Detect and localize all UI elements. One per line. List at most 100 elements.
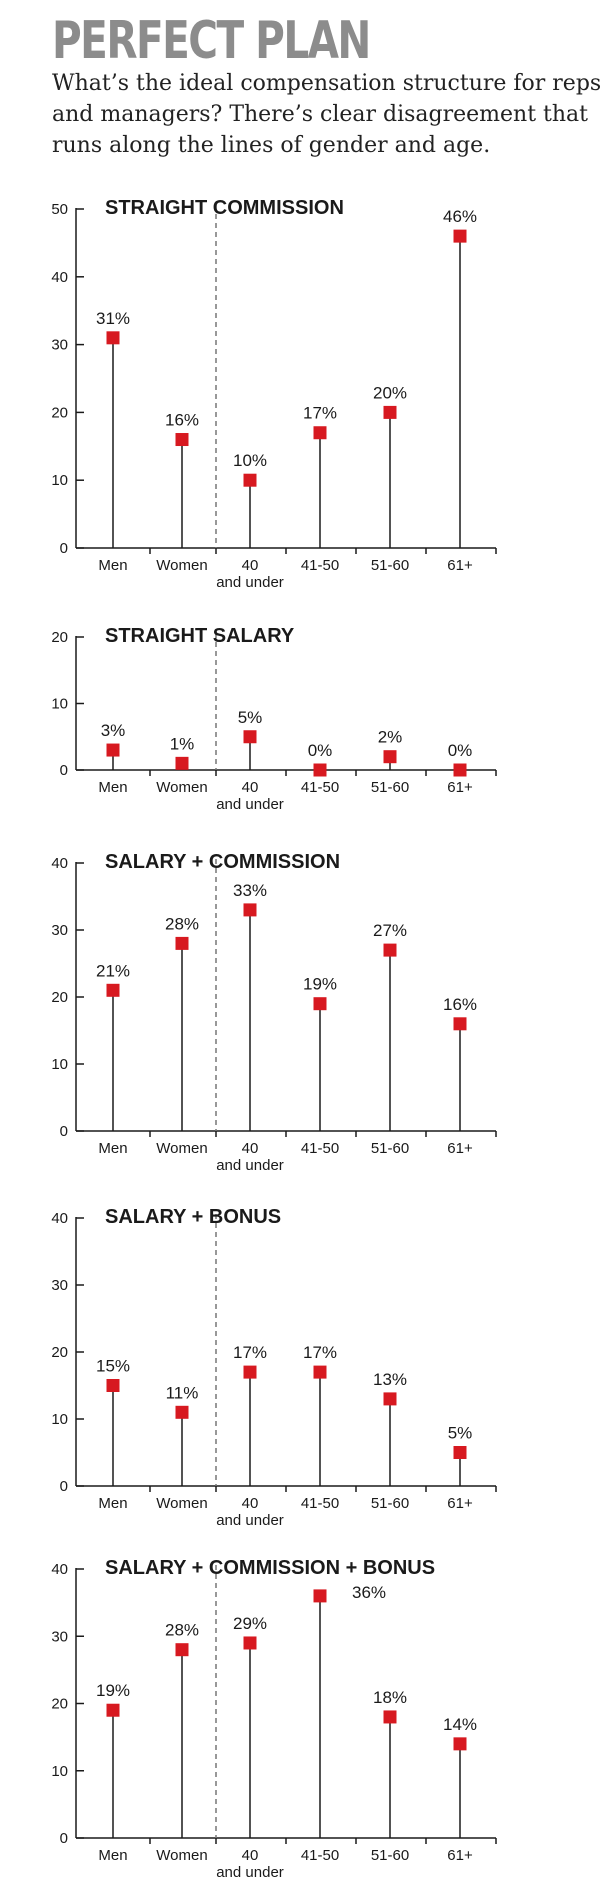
- y-tick-label: 30: [51, 922, 68, 939]
- y-tick-label: 0: [60, 1830, 68, 1847]
- y-tick-label: 10: [51, 696, 68, 713]
- data-label: 3%: [101, 721, 126, 740]
- category-label: 41-50: [301, 1495, 339, 1512]
- category-label: 51-60: [371, 779, 409, 796]
- data-marker: [243, 903, 257, 917]
- data-marker: [453, 1446, 467, 1459]
- chart-panel: 0 10 20 30 40 SALARY + COMMISSION Men Women 40 an…: [51, 851, 497, 1174]
- category-label: 40 and under: [216, 1495, 284, 1529]
- y-tick-label: 20: [51, 1696, 68, 1713]
- data-marker: [175, 756, 189, 770]
- data-marker: [453, 1017, 467, 1031]
- data-label: 28%: [165, 914, 199, 933]
- data-label: 21%: [96, 961, 130, 980]
- data-marker: [106, 983, 120, 997]
- y-tick-label: 40: [51, 1561, 68, 1578]
- data-marker: [175, 1405, 189, 1419]
- category-label: 40 and under: [216, 557, 284, 591]
- data-marker: [383, 405, 397, 419]
- data-label: 0%: [448, 741, 473, 760]
- category-label: 40 and under: [216, 1140, 284, 1174]
- data-marker: [106, 1703, 120, 1717]
- y-tick-label: 40: [51, 1210, 68, 1227]
- y-tick-label: 0: [60, 762, 68, 779]
- y-tick-label: 0: [60, 1478, 68, 1495]
- y-tick-label: 10: [51, 1763, 68, 1780]
- data-marker: [175, 936, 189, 950]
- data-label: 46%: [443, 207, 477, 226]
- category-label: Men: [98, 1495, 127, 1512]
- y-tick-label: 40: [51, 269, 68, 286]
- category-label: Women: [156, 779, 207, 796]
- chart-panel: 0 10 20 30 40 SALARY + COMMISSION + BONUS Men W…: [51, 1557, 497, 1881]
- category-label: Women: [156, 1495, 207, 1512]
- page-title: PERFECT PLAN: [52, 11, 371, 71]
- data-marker: [243, 473, 257, 487]
- data-marker: [313, 763, 327, 777]
- data-marker: [383, 1392, 397, 1406]
- data-marker: [453, 1737, 467, 1751]
- category-label: Women: [156, 1847, 207, 1864]
- data-label: 13%: [373, 1370, 407, 1389]
- data-label: 18%: [373, 1688, 407, 1707]
- category-label: 41-50: [301, 779, 339, 796]
- data-label: 17%: [233, 1343, 267, 1362]
- category-label: 41-50: [301, 1847, 339, 1864]
- data-label: 19%: [96, 1681, 130, 1700]
- data-marker: [106, 1379, 120, 1392]
- panel-title: STRAIGHT COMMISSION: [105, 197, 344, 219]
- data-marker: [313, 1365, 327, 1379]
- data-marker: [106, 743, 120, 757]
- data-marker: [453, 763, 467, 777]
- panel-title: SALARY + COMMISSION: [105, 851, 340, 873]
- category-label: 41-50: [301, 557, 339, 574]
- data-label: 16%: [443, 995, 477, 1014]
- data-label: 14%: [443, 1715, 477, 1734]
- category-label: 51-60: [371, 1847, 409, 1864]
- data-marker: [175, 433, 189, 447]
- chart-panel: 0 10 20 30 40 SALARY + BONUS Men Women 40 and und…: [51, 1206, 497, 1529]
- data-marker: [383, 1710, 397, 1724]
- y-tick-label: 20: [51, 629, 68, 646]
- category-label: Women: [156, 1140, 207, 1157]
- data-label: 11%: [166, 1383, 199, 1402]
- chart-panel: 0 10 20 STRAIGHT SALARY Men Women 40 and under 4…: [51, 625, 497, 813]
- category-label: 51-60: [371, 557, 409, 574]
- category-label: 61+: [447, 1140, 473, 1157]
- data-label: 33%: [233, 881, 267, 900]
- data-label: 28%: [165, 1621, 199, 1640]
- data-marker: [383, 750, 397, 764]
- data-marker: [313, 997, 327, 1011]
- y-tick-label: 0: [60, 1123, 68, 1140]
- data-label: 17%: [303, 1343, 337, 1362]
- category-label: Men: [98, 1140, 127, 1157]
- y-tick-label: 0: [60, 540, 68, 557]
- y-tick-label: 50: [51, 201, 68, 218]
- data-label: 29%: [233, 1614, 267, 1633]
- category-label: 61+: [447, 1847, 473, 1864]
- data-label: 2%: [378, 728, 403, 747]
- data-marker: [453, 229, 467, 243]
- data-marker: [243, 730, 257, 744]
- panel-title: STRAIGHT SALARY: [105, 625, 295, 647]
- page-subtitle: What’s the ideal compensation structure …: [52, 71, 602, 158]
- data-marker: [106, 331, 120, 345]
- category-label: 61+: [447, 779, 473, 796]
- category-label: Men: [98, 557, 127, 574]
- data-label: 5%: [238, 708, 263, 727]
- y-tick-label: 40: [51, 855, 68, 872]
- data-label: 27%: [373, 921, 407, 940]
- data-label: 0%: [308, 741, 333, 760]
- data-label: 17%: [303, 404, 337, 423]
- y-tick-label: 20: [51, 1344, 68, 1361]
- category-label: Women: [156, 557, 207, 574]
- category-label: 61+: [447, 1495, 473, 1512]
- data-label: 1%: [170, 734, 195, 753]
- data-label: 20%: [373, 383, 407, 402]
- category-label: 51-60: [371, 1495, 409, 1512]
- data-label: 36%: [352, 1583, 386, 1602]
- y-tick-label: 10: [51, 1411, 68, 1428]
- category-label: 41-50: [301, 1140, 339, 1157]
- panel-title: SALARY + COMMISSION + BONUS: [105, 1557, 435, 1579]
